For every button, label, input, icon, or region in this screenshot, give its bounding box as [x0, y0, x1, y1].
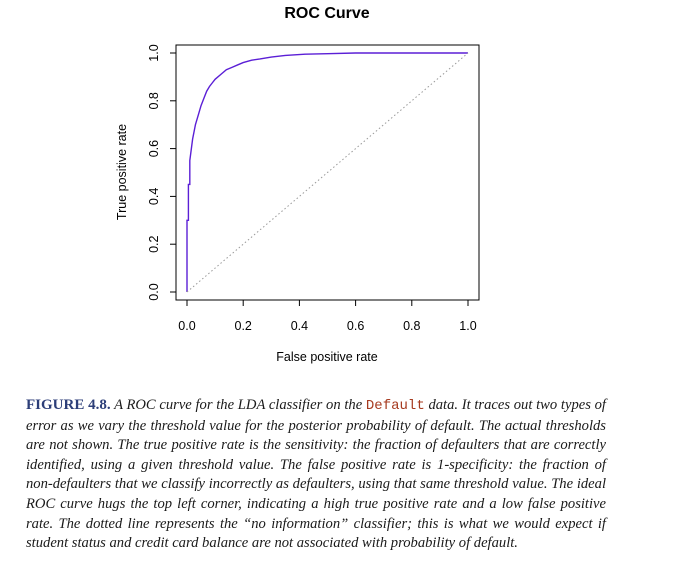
chart-title: ROC Curve [284, 5, 369, 22]
x-tick-label: 0.4 [291, 319, 308, 333]
y-axis-label: True positive rate [115, 124, 129, 220]
roc-chart: ROC Curve 0.0 0.2 0.4 0.6 0.8 1.0 0.00.20.40.… [115, 5, 480, 364]
series-group [186, 52, 469, 293]
y-tick-label: 1.0 [147, 44, 161, 61]
x-tick-label: 1.0 [459, 319, 476, 333]
x-tick-label: 0.8 [403, 319, 420, 333]
x-axis-label: False positive rate [276, 350, 377, 364]
y-tick-label: 0.0 [147, 283, 161, 300]
y-tick-label: 0.2 [147, 235, 161, 252]
figure-label: FIGURE 4.8. [26, 397, 111, 413]
y-axis: 0.0 0.2 0.4 0.6 0.8 1.0 [147, 44, 177, 301]
y-tick-label: 0.8 [147, 92, 161, 109]
x-axis: 0.0 0.2 0.4 0.6 0.8 1.0 [178, 299, 477, 333]
y-tick-label: 0.4 [147, 188, 161, 205]
figure-caption: FIGURE 4.8. A ROC curve for the LDA clas… [26, 396, 606, 554]
caption-code-word: Default [365, 398, 425, 414]
y-tick-label: 0.6 [147, 140, 161, 157]
x-tick-label: 0.2 [235, 319, 252, 333]
no-information-diagonal-line [186, 52, 469, 293]
x-tick-label: 0.6 [347, 319, 364, 333]
caption-text-after: data. It traces out two types of error a… [26, 397, 606, 552]
caption-text-before: A ROC curve for the LDA classifier on th… [114, 397, 363, 413]
roc-curve-line [186, 52, 468, 292]
x-tick-label: 0.0 [178, 319, 195, 333]
